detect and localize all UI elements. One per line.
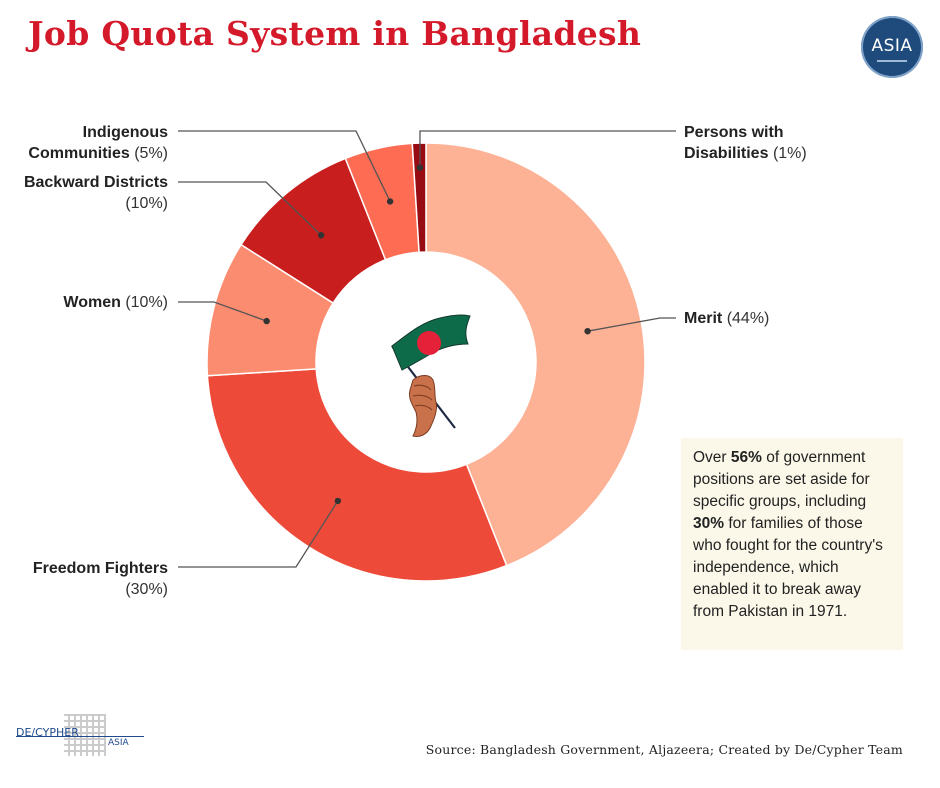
dot-persons-with-disabilities xyxy=(416,164,424,171)
label-indigenous-pct: (5%) xyxy=(134,145,168,162)
leader-women xyxy=(178,301,267,322)
label-women-name: Women xyxy=(63,294,121,311)
flag-red-disc xyxy=(417,331,441,355)
donut-slices xyxy=(206,142,646,582)
decypher-asia-logo: DE/CYPHER ASIA xyxy=(16,714,146,760)
maze-logo-graphic xyxy=(64,714,106,756)
label-merit-name: Merit xyxy=(684,310,723,327)
leader-persons-with-disabilities xyxy=(419,130,676,168)
dot-freedom-fighters xyxy=(334,497,342,505)
leader-lines xyxy=(178,130,676,568)
logo-text-asia: ASIA xyxy=(108,738,129,748)
note-text-1: Over xyxy=(693,449,731,466)
logo-rule xyxy=(16,736,144,737)
label-women: Women (10%) xyxy=(63,292,168,313)
label-indigenous-line1: Indigenous xyxy=(82,124,168,141)
note-text-2: of government positions are set aside fo… xyxy=(693,449,870,510)
label-disabilities-line2: Disabilities xyxy=(684,145,769,162)
label-indigenous: Indigenous Communities (5%) xyxy=(28,122,168,164)
leader-freedom-fighters xyxy=(178,500,339,568)
hand-shape xyxy=(409,375,437,437)
label-freedom-line1: Freedom Fighters xyxy=(32,560,168,577)
leader-dots xyxy=(263,164,591,505)
badge-text: ASIA xyxy=(871,35,913,56)
note-highlight-2: 30% xyxy=(693,515,725,532)
info-note-box: Over 56% of government positions are set… xyxy=(681,438,903,650)
dot-women xyxy=(263,317,270,325)
label-backward-pct: (10%) xyxy=(125,195,168,212)
label-freedom-pct: (30%) xyxy=(125,581,168,598)
dot-indigenous-communities xyxy=(386,198,394,205)
label-backward-line1: Backward Districts xyxy=(23,174,168,191)
logo-text-decypher: DE/CYPHER xyxy=(16,726,79,739)
label-merit-pct: (44%) xyxy=(726,310,770,327)
note-text-3: for families of those who fought for the… xyxy=(693,515,883,620)
label-women-pct: (10%) xyxy=(125,294,168,311)
slice-freedom-fighters xyxy=(206,368,508,582)
label-merit: Merit (44%) xyxy=(684,308,769,329)
label-backward-districts: Backward Districts (10%) xyxy=(24,172,168,214)
label-freedom-fighters: Freedom Fighters (30%) xyxy=(33,558,168,600)
page-title: Job Quota System in Bangladesh xyxy=(28,14,642,53)
leader-indigenous-communities xyxy=(178,130,391,202)
leader-merit xyxy=(587,317,676,332)
note-highlight-1: 56% xyxy=(730,449,762,466)
asia-logo-badge: ASIA xyxy=(861,16,923,78)
hand-with-flag-icon xyxy=(391,314,471,437)
badge-underline xyxy=(877,60,907,62)
label-disabilities-line1: Persons with xyxy=(684,124,784,141)
label-disabilities-pct: (1%) xyxy=(772,145,807,162)
source-credit: Source: Bangladesh Government, Aljazeera… xyxy=(425,742,903,757)
label-indigenous-line2: Communities xyxy=(28,145,130,162)
slice-persons-with-disabilities xyxy=(411,142,427,254)
hand-fingers xyxy=(412,384,433,411)
dot-merit xyxy=(584,327,591,335)
slice-merit xyxy=(425,142,646,567)
leader-backward-districts xyxy=(178,181,322,236)
label-disabilities: Persons with Disabilities (1%) xyxy=(684,122,807,164)
dot-backward-districts xyxy=(317,232,325,239)
